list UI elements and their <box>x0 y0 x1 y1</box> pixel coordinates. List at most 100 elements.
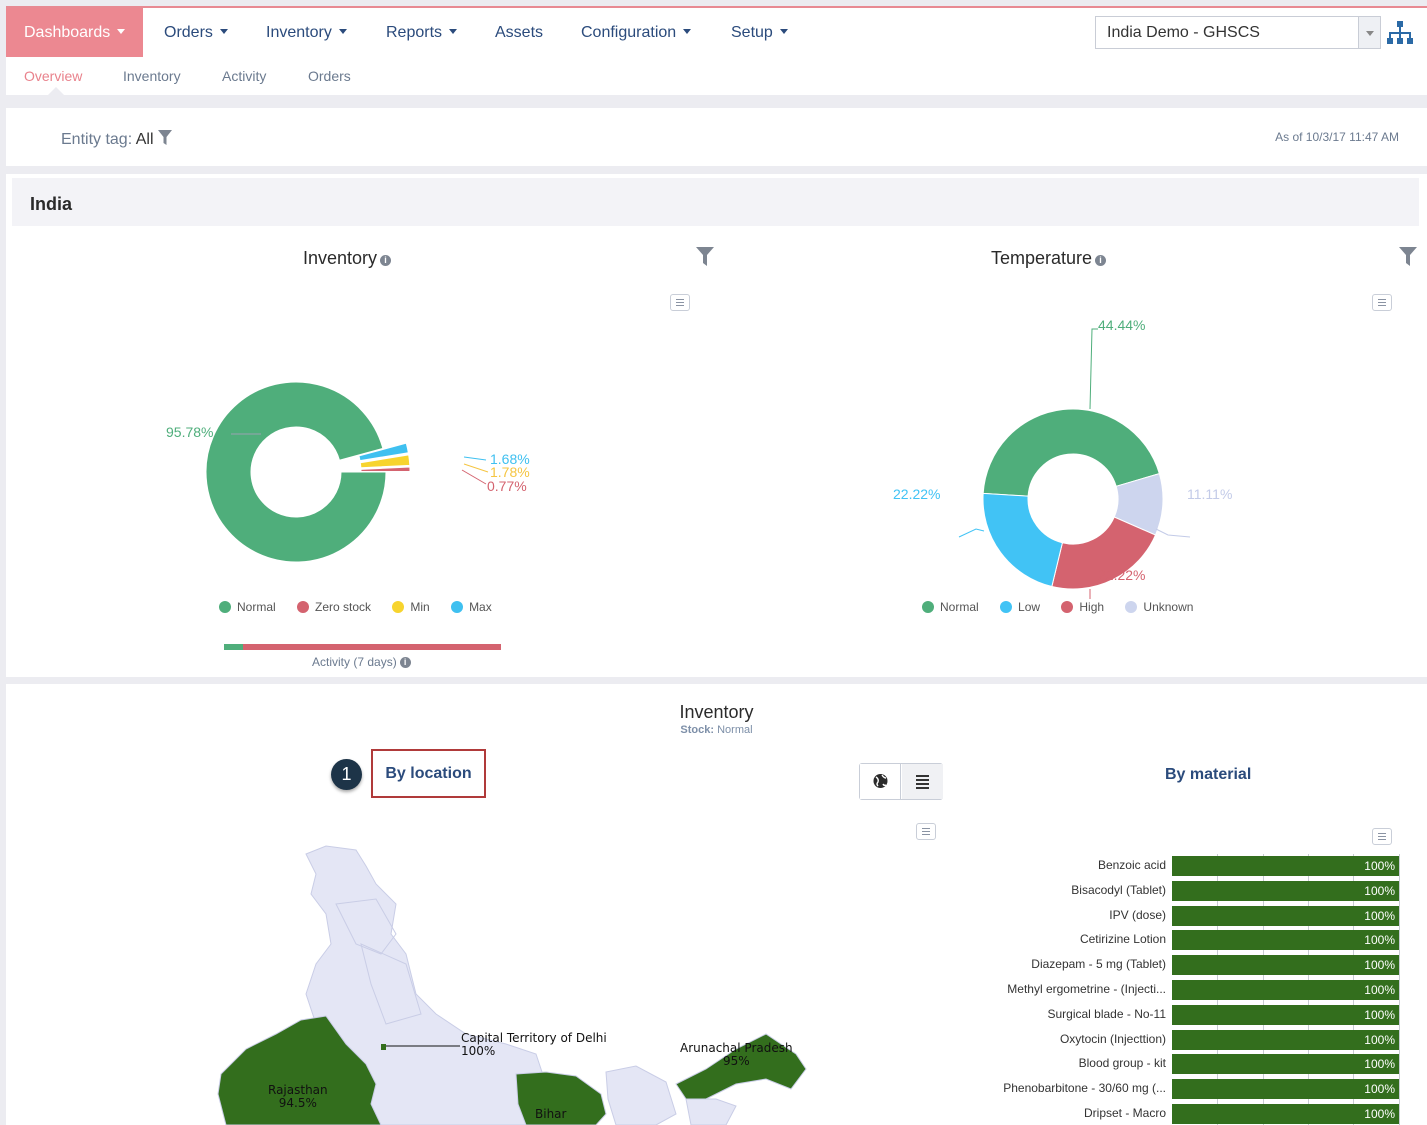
tab-inventory[interactable]: Inventory <box>123 68 181 84</box>
info-icon[interactable]: i <box>399 657 411 668</box>
map-region-bihar[interactable] <box>515 1071 607 1125</box>
nav-reports[interactable]: Reports <box>368 8 475 57</box>
map-menu-button[interactable] <box>916 823 936 840</box>
nav-orders[interactable]: Orders <box>146 8 246 57</box>
nav-dashboards[interactable]: Dashboards <box>6 8 144 57</box>
map-label-value: 100% <box>461 1044 496 1058</box>
activity-label: Activity (7 days) i <box>312 655 411 669</box>
legend-label: Max <box>469 600 492 614</box>
bar-value-label: 100% <box>1364 1057 1395 1072</box>
bar[interactable]: 100% <box>1172 930 1399 951</box>
filter-bar: Entity tag: All As of 10/3/17 11:47 AM <box>6 108 1427 166</box>
inventory-filter-icon[interactable] <box>696 247 714 267</box>
info-icon[interactable]: i <box>1095 255 1107 266</box>
donut-slice-zero-stock[interactable] <box>360 466 411 473</box>
nav-assets[interactable]: Assets <box>477 8 561 57</box>
donut-slice-max[interactable] <box>358 442 409 462</box>
bar[interactable]: 100% <box>1172 880 1399 901</box>
bar[interactable]: 100% <box>1172 1004 1399 1025</box>
nav-configuration[interactable]: Configuration <box>563 8 709 57</box>
map-label-name: Bihar <box>535 1107 567 1121</box>
nav-inventory[interactable]: Inventory <box>248 8 365 57</box>
bar-row[interactable]: Dripset - Macro 100% <box>966 1102 1406 1125</box>
legend-item-high[interactable]: High <box>1061 600 1104 614</box>
pie-icon <box>1061 601 1074 613</box>
bar[interactable]: 100% <box>1172 955 1399 976</box>
bar-label: Bisacodyl (Tablet) <box>1071 882 1166 897</box>
bar-row[interactable]: Diazepam - 5 mg (Tablet) 100% <box>966 953 1406 978</box>
activity-label-text: Activity (7 days) <box>312 655 397 669</box>
donut-slice-normal[interactable] <box>205 381 387 563</box>
map-label-delhi: Capital Territory of Delhi 100% <box>461 1032 607 1058</box>
leader-line-min <box>463 463 489 473</box>
nav-dashboards-label: Dashboards <box>24 24 111 41</box>
table-view-button[interactable] <box>902 764 943 799</box>
tab-overview[interactable]: Overview <box>24 68 83 84</box>
temperature-filter-icon[interactable] <box>1399 247 1417 267</box>
breakdown-title-text: Inventory <box>679 702 754 722</box>
bar[interactable]: 100% <box>1172 905 1399 926</box>
donut-slice-min[interactable] <box>359 454 411 469</box>
map-region-delhi[interactable] <box>381 1044 386 1050</box>
map-region-bengal[interactable] <box>605 1065 677 1125</box>
entity-tag-filter[interactable]: Entity tag: All <box>61 130 172 149</box>
india-map[interactable] <box>206 844 826 1125</box>
legend-item-normal[interactable]: Normal <box>219 600 276 614</box>
donut-slice-low[interactable] <box>982 492 1064 588</box>
caret-down-icon <box>683 29 692 34</box>
temperature-chart-menu-button[interactable] <box>1372 294 1392 311</box>
legend-item-unknown[interactable]: Unknown <box>1125 600 1193 614</box>
bar-row[interactable]: Blood group - kit 100% <box>966 1052 1406 1077</box>
domain-select[interactable]: India Demo - GHSCS <box>1095 16 1381 49</box>
bar[interactable]: 100% <box>1172 1029 1399 1050</box>
bar[interactable]: 100% <box>1172 1054 1399 1075</box>
bar-row[interactable]: Methyl ergometrine - (Injecti... 100% <box>966 978 1406 1003</box>
filter-icon[interactable] <box>157 130 172 146</box>
bar[interactable]: 100% <box>1172 1079 1399 1100</box>
bar-value-label: 100% <box>1364 958 1395 973</box>
legend-item-max[interactable]: Max <box>451 600 492 614</box>
temperature-label-normal: 44.44% <box>1098 317 1146 333</box>
map-label-arunachal: Arunachal Pradesh 95% <box>680 1042 793 1068</box>
map-label-value: 95% <box>722 1054 750 1068</box>
bar[interactable]: 100% <box>1172 856 1399 876</box>
bar-value-label: 100% <box>1364 859 1395 873</box>
entity-tag-label: Entity tag: <box>61 131 133 148</box>
material-chart-menu-button[interactable] <box>1372 828 1392 845</box>
inventory-chart-title: Inventory i <box>303 248 392 269</box>
tab-activity[interactable]: Activity <box>222 68 267 84</box>
bar-row[interactable]: IPV (dose) 100% <box>966 904 1406 929</box>
bar-label: Diazepam - 5 mg (Tablet) <box>1031 957 1166 972</box>
legend-label: Unknown <box>1143 600 1194 614</box>
temperature-donut-chart <box>958 328 1191 599</box>
pie-icon <box>922 601 934 613</box>
bar[interactable]: 100% <box>1172 1103 1399 1124</box>
view-toggle <box>859 763 943 800</box>
bar-row[interactable]: Oxytocin (Injecttion) 100% <box>966 1028 1406 1053</box>
chevron-down-icon[interactable] <box>1358 17 1380 48</box>
bar-label: Benzoic acid <box>1097 858 1166 872</box>
pie-icon <box>219 601 231 613</box>
map-view-button[interactable] <box>860 764 901 799</box>
bar-row[interactable]: Bisacodyl (Tablet) 100% <box>966 879 1406 904</box>
tab-orders[interactable]: Orders <box>308 68 351 84</box>
legend-label: Normal <box>237 600 276 614</box>
bar-row[interactable]: Phenobarbitone - 30/60 mg (... 100% <box>966 1077 1406 1102</box>
bar-row[interactable]: Cetirizine Lotion 100% <box>966 928 1406 953</box>
temperature-chart-title: Temperature i <box>991 248 1107 269</box>
bar-row[interactable]: Surgical blade - No-11 100% <box>966 1003 1406 1028</box>
sitemap-icon[interactable] <box>1386 19 1414 47</box>
legend-item-normal[interactable]: Normal <box>922 600 979 614</box>
leader-line-max <box>463 456 487 461</box>
info-icon[interactable]: i <box>380 255 392 266</box>
legend-item-min[interactable]: Min <box>392 600 430 614</box>
legend-item-low[interactable]: Low <box>1000 600 1040 614</box>
map-region-northeast[interactable] <box>685 1098 737 1125</box>
legend-item-zero-stock[interactable]: Zero stock <box>297 600 371 614</box>
bar[interactable]: 100% <box>1172 979 1399 1000</box>
donut-slice-normal[interactable] <box>982 408 1160 497</box>
map-region-rajasthan[interactable] <box>217 1015 382 1125</box>
bar-row[interactable]: Benzoic acid 100% <box>966 854 1406 879</box>
nav-setup[interactable]: Setup <box>713 8 806 57</box>
inventory-chart-menu-button[interactable] <box>670 294 690 311</box>
